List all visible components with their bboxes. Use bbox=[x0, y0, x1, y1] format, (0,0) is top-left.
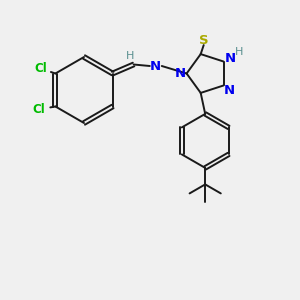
Text: H: H bbox=[126, 51, 134, 61]
Text: N: N bbox=[223, 84, 235, 98]
Text: N: N bbox=[224, 52, 236, 65]
Text: S: S bbox=[199, 34, 208, 47]
Text: N: N bbox=[175, 67, 186, 80]
Text: Cl: Cl bbox=[32, 103, 45, 116]
Text: Cl: Cl bbox=[34, 62, 47, 76]
Text: N: N bbox=[150, 59, 161, 73]
Text: H: H bbox=[235, 47, 243, 57]
